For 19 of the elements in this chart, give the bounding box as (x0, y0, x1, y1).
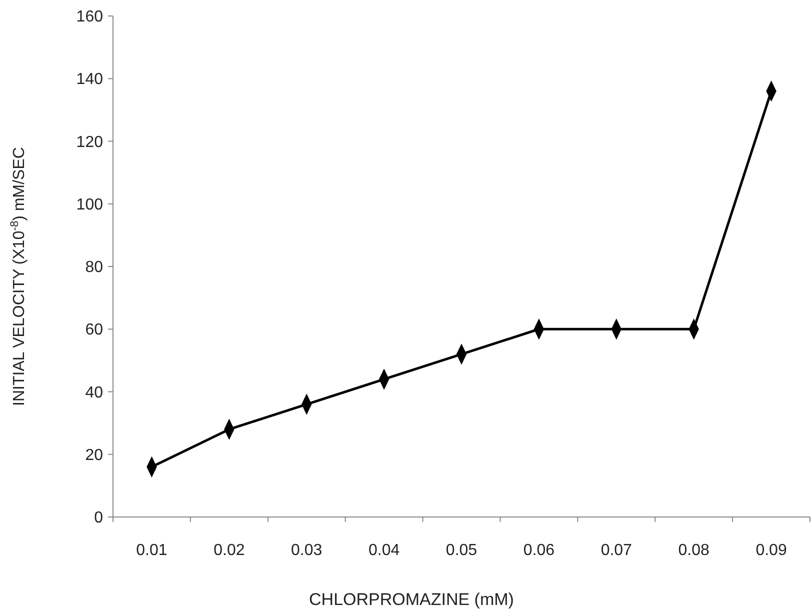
x-tick-label: 0.08 (678, 542, 710, 559)
y-tick-label: 100 (76, 196, 104, 214)
x-axis-title: CHLORPROMAZINE (mM) (309, 590, 514, 609)
x-tick-label: 0.07 (600, 542, 632, 559)
y-tick-label: 140 (76, 71, 104, 88)
y-tick-label: 160 (76, 8, 104, 26)
x-tick-label: 0.09 (756, 542, 787, 559)
x-tick-label: 0.02 (214, 542, 245, 559)
x-tick-label: 0.04 (368, 542, 400, 559)
y-tick-label: 20 (85, 446, 104, 464)
x-tick-label: 0.01 (136, 542, 168, 559)
x-tick-label: 0.06 (523, 542, 555, 559)
x-tick-label: 0.05 (446, 542, 478, 559)
x-tick-label: 0.03 (291, 542, 322, 559)
y-tick-label: 40 (85, 384, 104, 402)
y-tick-label: 60 (85, 322, 104, 339)
y-tick-label: 0 (94, 510, 104, 527)
y-tick-label: 80 (85, 259, 104, 276)
y-tick-label: 120 (76, 134, 104, 151)
